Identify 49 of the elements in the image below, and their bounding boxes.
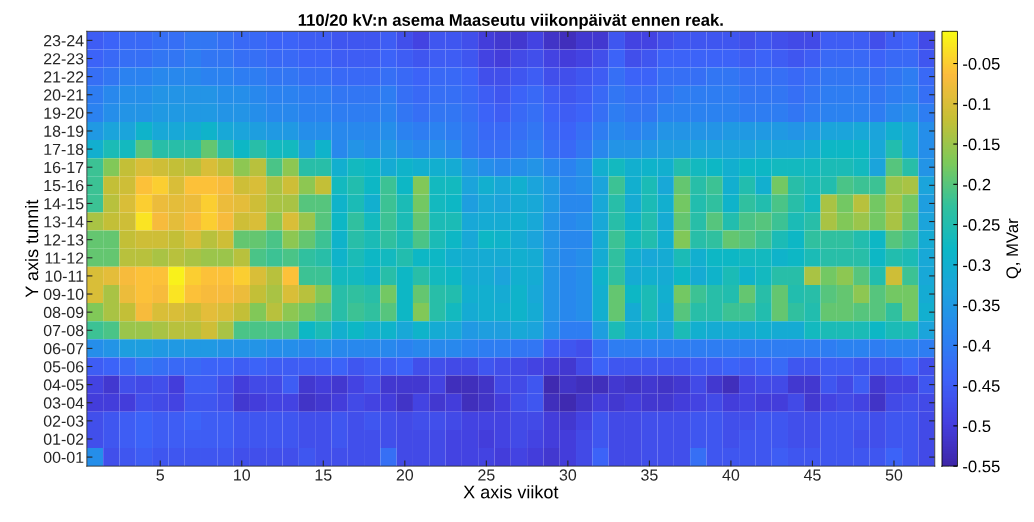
- x-tick-label: 5: [156, 469, 164, 481]
- y-tick-label: 18-19: [44, 125, 84, 137]
- x-axis-title: X axis viikot: [463, 485, 559, 499]
- y-tick-label: 05-06: [43, 361, 84, 373]
- x-tick-label: 10: [234, 469, 251, 481]
- color-bar-label: -0.4: [963, 339, 991, 352]
- y-tick-label: 02-03: [43, 415, 84, 427]
- x-tick-label: 25: [478, 469, 495, 481]
- y-tick-label: 11-12: [45, 252, 84, 264]
- y-tick-label: 12-13: [44, 234, 84, 246]
- x-tick-label: 30: [559, 469, 577, 481]
- y-tick-label: 07-08: [43, 324, 84, 337]
- color-bar-label: -0.45: [963, 380, 1000, 392]
- y-tick-label: 00-01: [43, 451, 84, 464]
- x-tick-label: 15: [315, 469, 332, 481]
- y-tick-label: 22-23: [44, 53, 84, 65]
- color-bar-label: -0.25: [963, 218, 1000, 231]
- y-tick-label: 19-20: [44, 107, 84, 119]
- color-bar-label: -0.5: [963, 420, 991, 433]
- y-tick-label: 17-18: [44, 143, 84, 156]
- color-bar-label: -0.2: [963, 178, 991, 191]
- color-bar-label: -0.55: [963, 460, 1000, 473]
- color-bar-label: -0.05: [963, 57, 1000, 70]
- y-tick-label: 08-09: [43, 306, 84, 319]
- x-tick-label: 50: [885, 469, 903, 481]
- y-axis-title: Y axis tunnit: [25, 199, 39, 298]
- y-tick-label: 13-14: [44, 216, 84, 228]
- x-tick-label: 45: [803, 469, 821, 481]
- x-tick-label: 35: [641, 469, 658, 481]
- y-tick-label: 04-05: [43, 379, 84, 391]
- x-tick-label: 40: [722, 469, 740, 481]
- x-tick-label: 20: [396, 469, 414, 481]
- y-tick-label: 10-11: [45, 270, 84, 282]
- y-tick-label: 14-15: [44, 198, 84, 210]
- y-tick-label: 01-02: [43, 433, 84, 445]
- y-tick-label: 20-21: [44, 89, 84, 101]
- y-tick-label: 06-07: [43, 343, 84, 355]
- chart-title: 110/20 kV:n asema Maaseutu viikonpäivät ennen reak.: [298, 13, 723, 30]
- color-bar-label: -0.15: [963, 138, 1000, 151]
- y-tick-label: 03-04: [43, 397, 84, 409]
- y-tick-label: 09-10: [43, 288, 84, 300]
- y-tick-label: 21-22: [44, 71, 84, 83]
- y-tick-label: 16-17: [44, 161, 84, 174]
- color-bar-label: -0.35: [963, 299, 1000, 312]
- color-bar-label: -0.3: [963, 259, 991, 272]
- y-tick-label: 15-16: [44, 179, 84, 192]
- color-bar-title: Q, MVar: [1006, 218, 1022, 279]
- color-bar-label: -0.1: [963, 98, 991, 110]
- y-tick-label: 23-24: [44, 35, 84, 47]
